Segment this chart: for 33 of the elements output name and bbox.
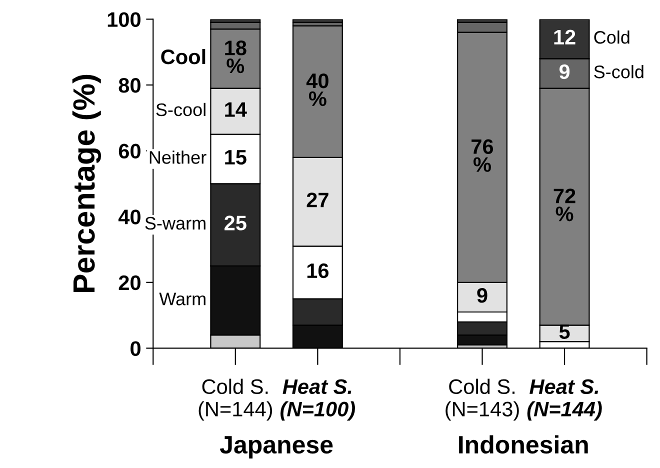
y-tick-label: 0	[130, 341, 140, 356]
x-tick-label: Heat S. (N=100)	[280, 379, 355, 421]
series-label: Cool	[161, 48, 206, 64]
series-label: S-cold	[594, 65, 644, 78]
data-label: 14	[225, 102, 247, 117]
y-axis-title: Percentage (%)	[72, 74, 102, 292]
y-tick-label: 100	[108, 12, 140, 27]
y-tick-label: 60	[118, 144, 140, 159]
data-label: 9	[559, 64, 570, 80]
data-label: 12	[554, 30, 576, 44]
x-tick-label: Heat S. (N=144)	[527, 379, 602, 421]
bar	[292, 19, 343, 24]
data-label: 16	[307, 263, 329, 278]
data-label: 72 %	[554, 188, 576, 222]
text: Indonesian	[459, 435, 588, 454]
text: Japanese	[220, 436, 333, 459]
data-label: 27	[306, 192, 328, 208]
data-label: 76 %	[472, 139, 494, 172]
x-tick-label: Cold S. (N=143)	[446, 378, 519, 421]
y-tick-label: 40	[118, 210, 140, 224]
x-tick-label: Cold S. (N=144)	[198, 378, 272, 421]
data-label: 40 %	[306, 73, 328, 106]
series-label: Warm	[159, 292, 206, 306]
data-label: 18 %	[225, 40, 246, 74]
series-label: S-warm	[145, 216, 206, 230]
series-label: S-cool	[156, 102, 206, 116]
data-label: 15	[225, 150, 246, 165]
series-label: Neither	[150, 150, 206, 164]
y-tick-label: 80	[118, 78, 140, 93]
y-tick-label: 20	[118, 275, 140, 290]
series-label: Cold	[594, 30, 630, 44]
data-label: 9	[477, 288, 488, 303]
data-label: 25	[224, 216, 246, 230]
